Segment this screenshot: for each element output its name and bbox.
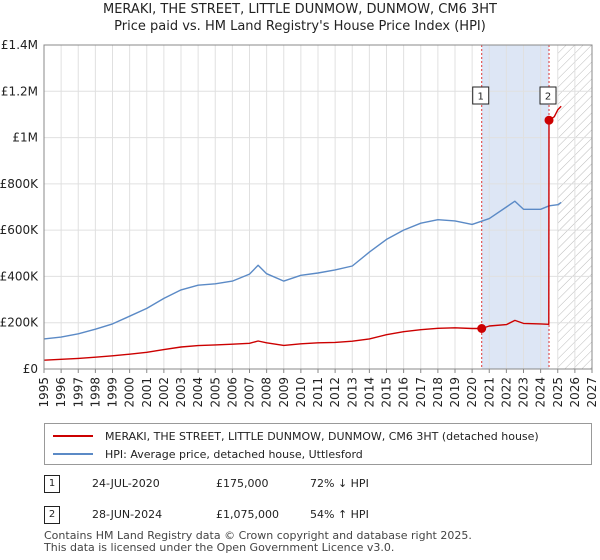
transaction-row: 2 28-JUN-2024 £1,075,000 54% ↑ HPI xyxy=(44,506,592,526)
transaction-point xyxy=(544,115,554,125)
x-tick-label: 2023 xyxy=(517,377,531,408)
hpi-line xyxy=(43,200,562,340)
transaction-date: 28-JUN-2024 xyxy=(92,508,163,521)
x-tick-label: 2024 xyxy=(534,377,548,408)
x-tick-label: 2009 xyxy=(277,377,291,408)
y-tick-label: £800K xyxy=(0,177,39,191)
x-tick-label: 2008 xyxy=(260,377,274,408)
x-tick-label: 2006 xyxy=(225,377,239,408)
legend-label-hpi: HPI: Average price, detached house, Uttl… xyxy=(105,447,363,461)
x-tick-label: 2026 xyxy=(568,377,582,408)
y-tick-label: £1.2M xyxy=(1,84,38,98)
x-tick-label: 1995 xyxy=(37,377,51,408)
x-tick-label: 2025 xyxy=(551,377,565,408)
x-tick-label: 2014 xyxy=(362,377,376,408)
x-tick-label: 2001 xyxy=(140,377,154,408)
legend-label-property: MERAKI, THE STREET, LITTLE DUNMOW, DUNMO… xyxy=(105,429,539,443)
x-tick-label: 1996 xyxy=(54,377,68,408)
x-tick-label: 2010 xyxy=(294,377,308,408)
x-tick-label: 2002 xyxy=(157,377,171,408)
transaction-hpi: 54% ↑ HPI xyxy=(310,508,369,521)
x-tick-label: 2012 xyxy=(328,377,342,408)
legend-item-hpi: HPI: Average price, detached house, Uttl… xyxy=(53,445,363,463)
x-tick-label: 2013 xyxy=(345,377,359,408)
transaction-row: 1 24-JUL-2020 £175,000 72% ↓ HPI xyxy=(44,475,592,495)
x-tick-label: 2027 xyxy=(585,377,599,408)
x-tick-label: 2017 xyxy=(414,377,428,408)
legend-swatch-property xyxy=(53,435,93,437)
transaction-hpi: 72% ↓ HPI xyxy=(310,477,369,490)
annotation-box xyxy=(472,86,490,105)
transaction-marker-box: 1 xyxy=(44,475,60,493)
transaction-date: 24-JUL-2020 xyxy=(92,477,160,490)
x-tick-label: 2005 xyxy=(208,377,222,408)
chart-title: MERAKI, THE STREET, LITTLE DUNMOW, DUNMO… xyxy=(102,2,497,17)
x-tick-label: 1997 xyxy=(71,377,85,408)
x-tick-label: 1999 xyxy=(106,377,120,408)
y-tick-label: £400K xyxy=(0,269,39,283)
x-tick-label: 2011 xyxy=(311,377,325,408)
legend: MERAKI, THE STREET, LITTLE DUNMOW, DUNMO… xyxy=(44,423,592,465)
x-tick-label: 2022 xyxy=(499,377,513,408)
annotation-label: 2 xyxy=(545,92,551,103)
transaction-marker-box: 2 xyxy=(44,506,60,524)
chart-subtitle: Price paid vs. HM Land Registry's House … xyxy=(114,19,486,34)
y-tick-label: £200K xyxy=(0,316,39,330)
x-tick-label: 2018 xyxy=(431,377,445,408)
x-tick-label: 2015 xyxy=(380,377,394,408)
x-tick-label: 2020 xyxy=(465,377,479,408)
x-tick-label: 2007 xyxy=(243,377,257,408)
transaction-point xyxy=(477,324,487,333)
x-tick-label: 2019 xyxy=(448,377,462,408)
property-price-line xyxy=(43,105,562,361)
footer-licence: This data is licensed under the Open Gov… xyxy=(44,541,395,554)
x-tick-label: 2004 xyxy=(191,377,205,408)
x-tick-label: 2016 xyxy=(397,377,411,408)
legend-swatch-hpi xyxy=(53,453,93,455)
y-tick-label: £1.4M xyxy=(1,38,38,52)
x-tick-label: 2021 xyxy=(482,377,496,408)
y-tick-label: £1M xyxy=(12,131,38,145)
annotation-label: 1 xyxy=(478,92,484,103)
footer-copyright: Contains HM Land Registry data © Crown c… xyxy=(44,529,472,542)
x-tick-label: 2003 xyxy=(174,377,188,408)
y-tick-label: £600K xyxy=(0,223,39,237)
x-tick-label: 2000 xyxy=(123,377,137,408)
footer: Contains HM Land Registry data © Crown c… xyxy=(44,530,472,554)
legend-item-property: MERAKI, THE STREET, LITTLE DUNMOW, DUNMO… xyxy=(53,427,539,445)
shaded-region xyxy=(481,45,550,369)
x-tick-label: 1998 xyxy=(88,377,102,408)
y-tick-label: £0 xyxy=(23,362,38,376)
transaction-price: £1,075,000 xyxy=(216,508,279,521)
annotation-box xyxy=(539,86,557,105)
transaction-price: £175,000 xyxy=(216,477,269,490)
